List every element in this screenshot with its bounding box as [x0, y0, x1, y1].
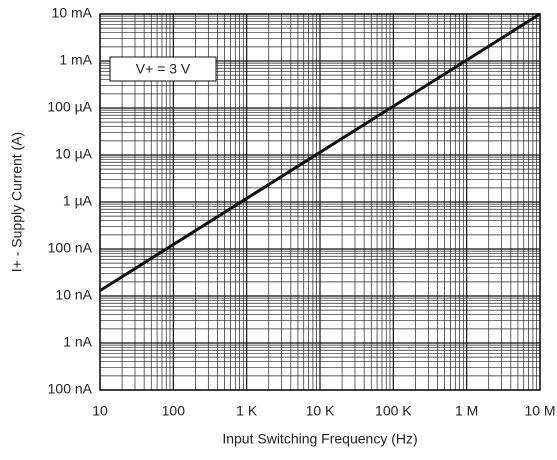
data-line [99, 12, 541, 292]
y-tick-label: 100 nA [48, 381, 93, 397]
x-tick-label: 1 M [455, 403, 478, 419]
x-tick-label: 10 M [524, 403, 555, 419]
y-tick-label: 10 µA [55, 146, 93, 162]
y-tick-label: 100 nA [48, 240, 93, 256]
y-tick-label: 1 µA [63, 193, 93, 209]
x-tick-label: 10 [92, 403, 108, 419]
plot-frame [99, 13, 541, 391]
annotation-box [109, 56, 217, 82]
x-tick-label: 10 K [306, 403, 335, 419]
x-tick-label: 100 [162, 403, 186, 419]
y-axis-title: I+ - Supply Current (A) [9, 132, 25, 272]
x-axis-title: Input Switching Frequency (Hz) [222, 431, 417, 447]
y-tick-label: 1 nA [63, 334, 92, 350]
x-tick-label: 1 K [236, 403, 258, 419]
y-tick-label: 10 nA [55, 287, 92, 303]
annotation: V+ = 3 V [136, 61, 191, 77]
x-tick-label: 100 K [375, 403, 412, 419]
y-tick-label: 10 mA [52, 5, 93, 21]
y-tick-label: 1 mA [59, 52, 92, 68]
y-tick-label: 100 µA [47, 99, 92, 115]
